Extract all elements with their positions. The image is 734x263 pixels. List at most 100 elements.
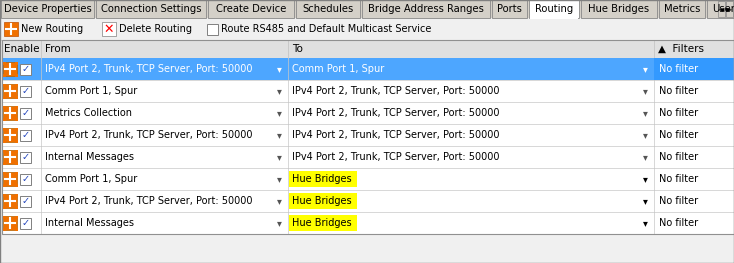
Text: IPv4 Port 2, Trunk, TCP Server, Port: 50000: IPv4 Port 2, Trunk, TCP Server, Port: 50… <box>45 196 252 206</box>
Text: Bridge Address Ranges: Bridge Address Ranges <box>368 4 484 14</box>
Bar <box>3 206 6 209</box>
Text: Comm Port 1, Spur: Comm Port 1, Spur <box>45 174 137 184</box>
Bar <box>15 96 18 99</box>
Text: Hue Bridges: Hue Bridges <box>589 4 650 14</box>
Text: ✓: ✓ <box>21 130 29 140</box>
Bar <box>15 84 18 87</box>
Text: ▾: ▾ <box>642 86 647 96</box>
Bar <box>15 140 18 143</box>
Bar <box>3 150 17 164</box>
Bar <box>96 0 206 18</box>
Bar <box>102 22 116 36</box>
Bar <box>726 1 733 17</box>
Text: IPv4 Port 2, Trunk, TCP Server, Port: 50000: IPv4 Port 2, Trunk, TCP Server, Port: 50… <box>45 130 252 140</box>
Bar <box>3 62 6 65</box>
Bar <box>2 212 734 234</box>
Bar <box>529 0 579 18</box>
Bar <box>2 40 734 234</box>
Text: No filter: No filter <box>659 218 698 228</box>
Bar <box>3 162 6 165</box>
Bar <box>2 58 734 80</box>
Bar <box>3 140 6 143</box>
Text: ✓: ✓ <box>21 86 29 96</box>
Text: Device Properties: Device Properties <box>4 4 91 14</box>
Text: ▾: ▾ <box>642 174 647 184</box>
Bar <box>289 215 357 231</box>
Bar <box>15 128 18 131</box>
Text: From: From <box>45 44 70 54</box>
Bar <box>15 228 18 231</box>
Bar <box>654 58 733 80</box>
Text: Schedules: Schedules <box>302 4 354 14</box>
Text: Comm Port 1, Spur: Comm Port 1, Spur <box>292 64 385 74</box>
Bar <box>3 172 17 186</box>
Bar <box>2 146 734 168</box>
Bar <box>3 128 6 131</box>
Text: No filter: No filter <box>659 174 698 184</box>
Text: Metrics Collection: Metrics Collection <box>45 108 132 118</box>
Bar <box>1 0 94 18</box>
Bar <box>289 193 357 209</box>
Bar <box>3 106 6 109</box>
Text: Internal Messages: Internal Messages <box>45 152 134 162</box>
Bar <box>2 40 734 58</box>
Text: IPv4 Port 2, Trunk, TCP Server, Port: 50000: IPv4 Port 2, Trunk, TCP Server, Port: 50… <box>292 152 500 162</box>
Text: IPv4 Port 2, Trunk, TCP Server, Port: 50000: IPv4 Port 2, Trunk, TCP Server, Port: 50… <box>292 108 500 118</box>
Text: ▾: ▾ <box>277 108 281 118</box>
Text: Ports: Ports <box>497 4 522 14</box>
Bar <box>15 162 18 165</box>
Text: Connection Settings: Connection Settings <box>101 4 201 14</box>
Text: ▾: ▾ <box>277 196 281 206</box>
Bar <box>0 18 734 40</box>
Text: Create Device: Create Device <box>216 4 286 14</box>
Bar <box>3 84 17 98</box>
Bar <box>15 106 18 109</box>
Bar <box>20 63 31 74</box>
Bar <box>15 216 18 219</box>
Bar <box>581 0 657 18</box>
Bar <box>3 184 6 187</box>
Bar <box>15 194 18 197</box>
Bar <box>15 74 18 77</box>
Bar <box>659 0 705 18</box>
Text: Internal Messages: Internal Messages <box>45 218 134 228</box>
Bar <box>3 128 17 142</box>
Text: ✓: ✓ <box>21 152 29 162</box>
Text: ►: ► <box>726 4 733 13</box>
Bar <box>15 150 18 153</box>
Bar <box>289 171 357 187</box>
Text: Hue Bridges: Hue Bridges <box>292 174 352 184</box>
Text: IPv4 Port 2, Trunk, TCP Server, Port: 50000: IPv4 Port 2, Trunk, TCP Server, Port: 50… <box>45 64 252 74</box>
Bar <box>3 172 6 175</box>
Bar <box>15 172 18 175</box>
Bar <box>15 184 18 187</box>
Bar <box>20 108 31 119</box>
Bar <box>530 17 578 19</box>
Bar <box>20 129 31 140</box>
Bar <box>3 150 6 153</box>
Text: ▾: ▾ <box>277 174 281 184</box>
Bar <box>3 216 17 230</box>
Bar <box>3 228 6 231</box>
Bar <box>3 216 6 219</box>
Bar <box>15 118 18 121</box>
Bar <box>20 151 31 163</box>
Bar <box>2 168 734 190</box>
Bar <box>707 0 734 18</box>
Bar <box>3 194 6 197</box>
Text: IPv4 Port 2, Trunk, TCP Server, Port: 50000: IPv4 Port 2, Trunk, TCP Server, Port: 50… <box>292 130 500 140</box>
Text: No filter: No filter <box>659 152 698 162</box>
Text: ▾: ▾ <box>642 152 647 162</box>
Text: No filter: No filter <box>659 64 698 74</box>
Text: ▾: ▾ <box>642 64 647 74</box>
Bar <box>718 1 725 17</box>
Text: ✕: ✕ <box>103 23 115 36</box>
Text: No filter: No filter <box>659 108 698 118</box>
Text: ▾: ▾ <box>277 218 281 228</box>
Bar <box>20 85 31 97</box>
Text: Users: Users <box>712 4 734 14</box>
Text: IPv4 Port 2, Trunk, TCP Server, Port: 50000: IPv4 Port 2, Trunk, TCP Server, Port: 50… <box>292 86 500 96</box>
Bar <box>362 0 490 18</box>
Text: Routing: Routing <box>535 4 573 14</box>
Text: To: To <box>292 44 303 54</box>
